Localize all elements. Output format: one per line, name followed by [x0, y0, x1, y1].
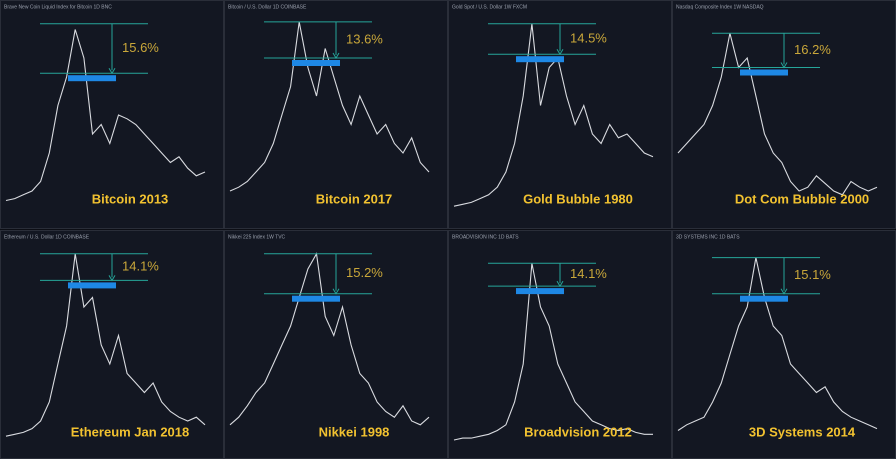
arrow-head — [332, 52, 340, 59]
panel-title: 3D Systems 2014 — [749, 424, 856, 439]
change-label: 13.6% — [346, 31, 383, 46]
change-label: 14.5% — [570, 30, 607, 45]
chart-panel: BROADVISION INC 1D BATS 14.1% Broadvision … — [448, 230, 672, 459]
panel-header: BROADVISION INC 1D BATS — [452, 234, 519, 240]
arrow-head — [556, 48, 564, 56]
change-label: 16.2% — [794, 42, 831, 57]
chart-panel: Brave New Coin Liquid Index for Bitcoin … — [0, 0, 224, 229]
change-label: 14.1% — [122, 259, 159, 274]
panel-header: Nasdaq Composite Index 1W NASDAQ — [676, 4, 764, 10]
chart-panel: Nikkei 225 Index 1W TVC 15.2% Nikkei 1998 — [224, 230, 448, 459]
price-line — [677, 257, 878, 431]
panel-background — [224, 0, 448, 229]
arrow-head — [108, 275, 116, 282]
panel-title: Broadvision 2012 — [524, 424, 632, 439]
panel-title: Nikkei 1998 — [319, 424, 390, 439]
panel-title: Ethereum Jan 2018 — [71, 424, 190, 439]
chart-panel: Nasdaq Composite Index 1W NASDAQ 16.2% Dot… — [672, 0, 896, 229]
change-label: 15.2% — [346, 265, 383, 280]
price-line — [5, 29, 206, 202]
measure-badge — [740, 69, 788, 76]
measure-badge — [68, 75, 116, 82]
panel-header: Brave New Coin Liquid Index for Bitcoin … — [4, 4, 112, 10]
chart-panel: 3D SYSTEMS INC 1D BATS 15.1% 3D Systems 20… — [672, 230, 896, 459]
panel-title: Dot Com Bubble 2000 — [735, 191, 869, 206]
measure-badge — [516, 56, 564, 63]
change-label: 15.1% — [794, 267, 831, 282]
measure-badge — [68, 282, 116, 289]
measure-badge — [292, 295, 340, 302]
measure-badge — [292, 60, 340, 66]
arrow-head — [780, 288, 788, 295]
arrow-head — [780, 62, 788, 69]
price-line — [677, 33, 878, 196]
change-label: 14.1% — [570, 266, 607, 281]
panel-header: Ethereum / U.S. Dollar 1D COINBASE — [4, 234, 90, 240]
price-line — [229, 252, 430, 426]
panel-header: Nikkei 225 Index 1W TVC — [228, 234, 286, 240]
price-line — [5, 253, 206, 437]
panel-title: Bitcoin 2013 — [92, 191, 169, 206]
panel-header: Bitcoin / U.S. Dollar 1D COINBASE — [228, 4, 307, 10]
arrow-head — [108, 67, 116, 75]
price-line — [453, 23, 654, 207]
change-label: 15.6% — [122, 40, 159, 55]
chart-panel: Bitcoin / U.S. Dollar 1D COINBASE 13.6% Bi… — [224, 0, 448, 229]
arrow-head — [556, 280, 564, 288]
panel-header: 3D SYSTEMS INC 1D BATS — [676, 234, 740, 240]
panel-header: Gold Spot / U.S. Dollar 1W FXCM — [452, 4, 527, 10]
panel-title: Bitcoin 2017 — [316, 191, 393, 206]
measure-badge — [516, 288, 564, 295]
measure-badge — [740, 295, 788, 302]
arrow-head — [332, 288, 340, 295]
chart-panel: Gold Spot / U.S. Dollar 1W FXCM 14.5% Gold… — [448, 0, 672, 229]
chart-panel: Ethereum / U.S. Dollar 1D COINBASE 14.1% E… — [0, 230, 224, 459]
price-line — [453, 263, 653, 441]
panel-title: Gold Bubble 1980 — [523, 191, 633, 206]
